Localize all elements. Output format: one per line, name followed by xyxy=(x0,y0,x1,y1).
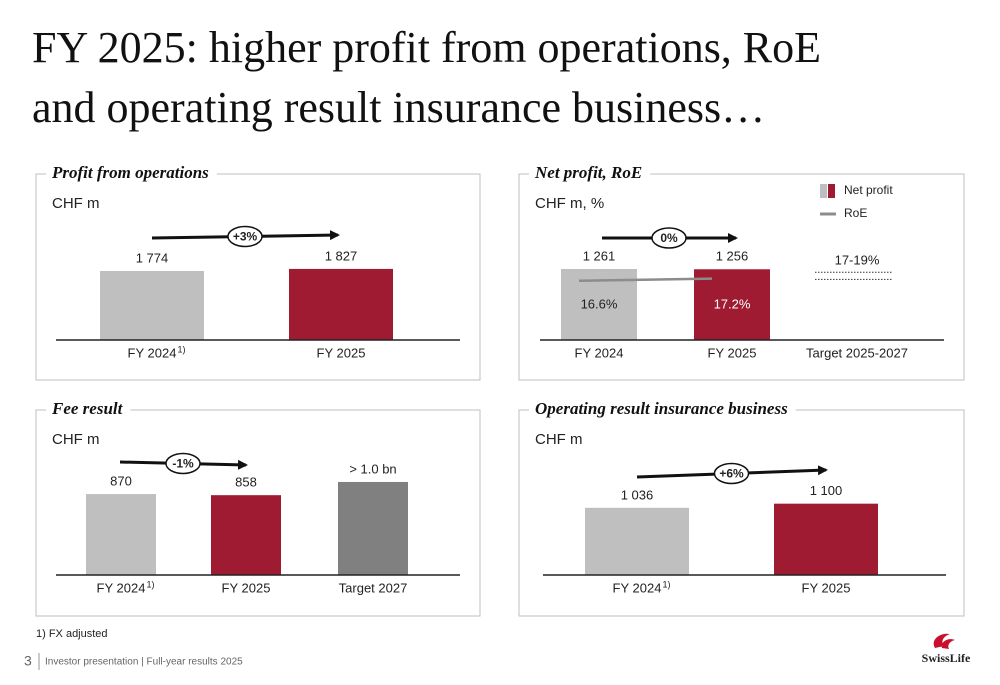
change-badge xyxy=(651,227,687,249)
change-badge xyxy=(165,452,201,475)
bar xyxy=(585,507,689,575)
legend-label: Net profit xyxy=(844,183,893,197)
change-label: +3% xyxy=(233,230,258,244)
x-tick-label: Target 2027 xyxy=(339,580,408,595)
value-label: 870 xyxy=(110,473,132,488)
value-label: > 1.0 bn xyxy=(349,461,396,476)
value-label: 1 256 xyxy=(716,249,749,264)
page-number: 3 xyxy=(24,653,32,669)
panel-title-bg xyxy=(46,400,131,420)
bar xyxy=(774,503,878,575)
panel-title: Fee result xyxy=(51,399,124,418)
value-label: 1 261 xyxy=(583,248,616,263)
footnote-mark: 1) xyxy=(177,344,185,354)
bar xyxy=(211,495,281,575)
x-tick-label: FY 2024 xyxy=(575,345,624,360)
panel-title-bg xyxy=(529,400,796,420)
footnote-mark: 1) xyxy=(146,579,154,589)
footnote: 1) FX adjusted xyxy=(36,628,108,640)
roe-line xyxy=(578,277,713,283)
x-tick-label: FY 2024 xyxy=(128,345,177,360)
x-tick-label: FY 2025 xyxy=(708,345,757,360)
value-label: 1 774 xyxy=(136,250,169,265)
footnote-mark: 1) xyxy=(662,579,670,589)
slide-title: FY 2025: higher profit from operations, … xyxy=(32,23,821,72)
panel-subtitle: CHF m xyxy=(52,195,100,212)
roe-label: 16.6% xyxy=(581,296,618,311)
panel-title-bg xyxy=(529,164,651,184)
footer-text: Investor presentation | Full-year result… xyxy=(45,657,243,668)
x-tick-label: FY 2025 xyxy=(802,580,851,595)
legend-swatch xyxy=(828,184,835,198)
panel-title: Profit from operations xyxy=(51,163,209,182)
change-label: -1% xyxy=(172,457,194,471)
value-label: 1 100 xyxy=(810,483,843,498)
logo-icon xyxy=(933,633,955,649)
panel-title-bg xyxy=(46,164,217,184)
slide-title: and operating result insurance business… xyxy=(32,83,765,132)
legend-label: RoE xyxy=(844,206,867,220)
x-tick-label: FY 2025 xyxy=(317,345,366,360)
change-label: +6% xyxy=(719,467,744,481)
panel-subtitle: CHF m, % xyxy=(535,195,604,212)
panel-frame xyxy=(518,173,965,381)
change-badge xyxy=(713,462,750,485)
x-tick-label: FY 2024 xyxy=(613,580,662,595)
panel-frame xyxy=(35,173,481,381)
panel-frame xyxy=(35,409,481,617)
bar xyxy=(338,481,408,575)
bar xyxy=(86,494,156,575)
panel-subtitle: CHF m xyxy=(535,431,583,448)
change-badge xyxy=(227,225,263,248)
bar xyxy=(289,268,393,340)
x-tick-label: FY 2024 xyxy=(97,580,146,595)
bar xyxy=(100,270,204,340)
value-label: 1 827 xyxy=(325,248,358,263)
bar xyxy=(694,269,770,340)
logo-text: SwissLife xyxy=(922,651,971,665)
value-label: 1 036 xyxy=(621,487,654,502)
x-tick-label: Target 2025-2027 xyxy=(806,345,908,360)
target-label: 17-19% xyxy=(835,253,880,268)
x-tick-label: FY 2025 xyxy=(222,580,271,595)
panel-title: Operating result insurance business xyxy=(535,399,788,418)
change-label: 0% xyxy=(660,231,678,245)
panel-title: Net profit, RoE xyxy=(534,163,642,182)
panel-subtitle: CHF m xyxy=(52,431,100,448)
roe-label: 17.2% xyxy=(714,296,751,311)
value-label: 858 xyxy=(235,475,257,490)
legend-swatch xyxy=(820,184,827,198)
